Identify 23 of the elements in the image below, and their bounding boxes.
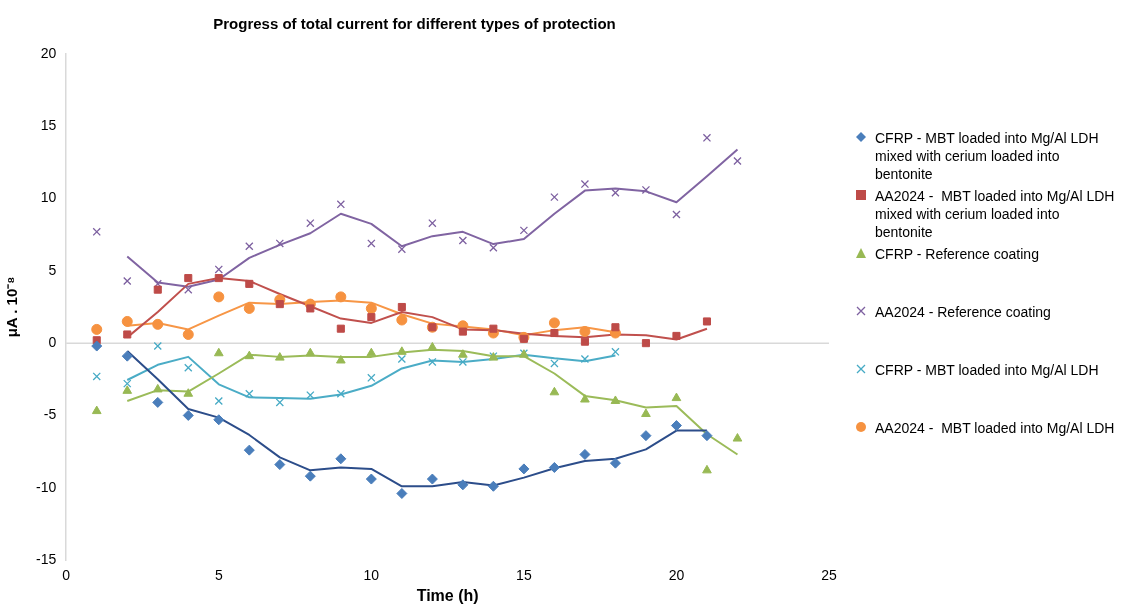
- legend-label: CFRP - Reference coating: [875, 245, 1039, 263]
- y-tick-label: -5: [43, 406, 57, 423]
- y-tick-label: 20: [40, 44, 57, 61]
- x-tick-label: 10: [363, 567, 380, 584]
- y-tick-label: 5: [48, 261, 57, 278]
- y-tick-label: -15: [36, 550, 57, 567]
- x-axis-title: Time (h): [416, 586, 479, 604]
- legend-label: CFRP - MBT loaded into Mg/Al LDH: [875, 361, 1099, 379]
- x-tick-label: 20: [668, 567, 685, 584]
- x-tick-label: 15: [516, 567, 532, 584]
- legend-label: AA2024 - Reference coating: [875, 303, 1051, 321]
- x-tick-label: 25: [821, 567, 837, 584]
- y-tick-label: 10: [40, 189, 57, 206]
- x-tick-label: 0: [62, 567, 71, 584]
- legend-label: AA2024 - MBT loaded into Mg/Al LDH mixed with cerium loaded into bentonite: [875, 187, 1116, 241]
- x-tick-label: 5: [214, 567, 223, 584]
- chart-title: Progress of total current for different types of protection: [213, 15, 616, 33]
- legend-label: CFRP - MBT loaded into Mg/Al LDH mixed with cerium loaded into bentonite: [875, 129, 1100, 183]
- y-axis-title: μA . 10⁻⁸: [3, 276, 21, 338]
- legend-label: AA2024 - MBT loaded into Mg/Al LDH: [875, 419, 1115, 437]
- y-tick-label: 0: [48, 334, 57, 350]
- y-tick-label: -10: [36, 478, 57, 495]
- y-tick-label: 15: [40, 117, 57, 134]
